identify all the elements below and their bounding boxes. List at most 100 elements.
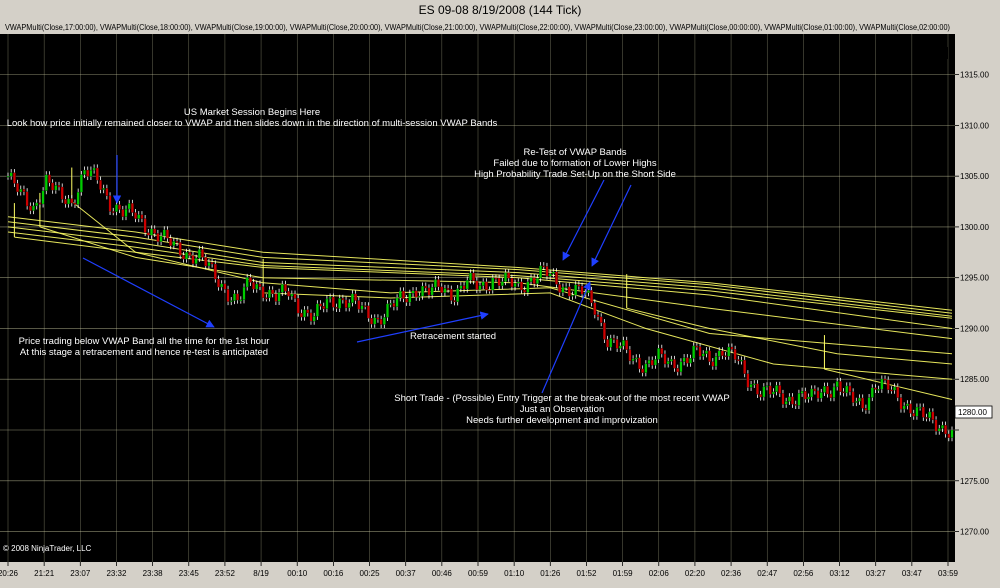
- price-bar: [32, 205, 35, 211]
- price-bar: [491, 277, 495, 291]
- price-bar: [389, 303, 393, 305]
- price-bar: [854, 401, 858, 403]
- price-bar: [379, 319, 383, 325]
- price-bar: [724, 355, 728, 358]
- price-bar: [376, 317, 380, 320]
- price-bar: [752, 383, 756, 386]
- price-bar: [169, 238, 173, 246]
- x-tick-label: 02:47: [757, 569, 778, 578]
- annotation-retest-line: Re-Test of VWAP Bands: [524, 147, 627, 158]
- grid: [0, 34, 955, 562]
- price-bar: [580, 285, 584, 295]
- price-bar: [366, 305, 370, 319]
- annotation-session-line: US Market Session Begins Here: [184, 107, 320, 118]
- price-bar: [896, 386, 900, 398]
- price-bar: [880, 378, 884, 390]
- y-tick-label: 1275.00: [960, 477, 989, 486]
- price-bar: [714, 356, 718, 367]
- price-bar: [567, 286, 571, 297]
- price-bar: [743, 359, 747, 374]
- price-bar: [274, 293, 278, 302]
- price-bar: [893, 386, 897, 391]
- vwap-line-6: [71, 201, 953, 355]
- price-bar: [504, 272, 507, 282]
- price-bar: [561, 286, 565, 293]
- price-bar: [886, 379, 890, 390]
- time-axis: 20:26 21:21 23:07 23:32 23:38 23:45 23:52 8/19 0…: [0, 562, 959, 578]
- price-bar: [845, 385, 849, 394]
- price-bar: [79, 174, 83, 193]
- price-bar: [258, 283, 262, 287]
- x-tick-label: 03:27: [866, 569, 887, 578]
- y-tick-label: 1285.00: [960, 375, 989, 384]
- price-bar: [717, 350, 721, 357]
- price-bar: [188, 252, 192, 256]
- price-bar: [889, 389, 893, 392]
- price-bar: [708, 350, 712, 362]
- price-bar: [181, 255, 185, 260]
- price-bar: [657, 348, 661, 360]
- price-bar: [532, 277, 536, 284]
- vwap-line-2: [7, 226, 953, 317]
- price-bar: [175, 241, 179, 243]
- price-bar: [16, 183, 20, 193]
- price-bar: [784, 401, 788, 405]
- price-bar: [354, 293, 358, 301]
- x-tick-label: 20:26: [0, 569, 19, 578]
- price-bar: [159, 235, 163, 242]
- price-bar: [449, 288, 453, 301]
- price-bar: [835, 381, 839, 388]
- price-bar: [191, 255, 195, 264]
- price-bar: [937, 428, 941, 432]
- price-bar: [912, 413, 916, 417]
- vwap-line-8: [626, 307, 953, 365]
- price-bar: [130, 203, 134, 213]
- price-bar: [628, 349, 632, 362]
- vwap-line-5: [39, 226, 953, 340]
- price-bar: [545, 266, 549, 277]
- price-bar: [765, 385, 769, 388]
- price-bar: [925, 417, 928, 419]
- price-bar: [599, 316, 603, 323]
- x-tick-label: 23:38: [143, 569, 164, 578]
- price-bar: [347, 302, 351, 309]
- price-bar: [299, 312, 303, 318]
- price-bar: [38, 202, 42, 205]
- y-tick-label: 1300.00: [960, 223, 989, 232]
- price-bar: [328, 296, 332, 300]
- price-bar: [197, 249, 201, 259]
- price-bar: [826, 385, 830, 395]
- price-bar: [810, 388, 814, 398]
- price-bar: [35, 202, 39, 207]
- annotation-retracement-line: Retracement started: [410, 331, 496, 342]
- price-bar: [338, 298, 342, 309]
- price-bar: [918, 406, 922, 409]
- price-bar: [593, 302, 597, 315]
- y-tick-label: 1290.00: [960, 324, 989, 333]
- price-bar: [807, 396, 810, 400]
- price-bar: [787, 396, 791, 402]
- indicator-labels: VWAPMulti(Close,17:00:00), VWAPMulti(Clo…: [5, 22, 950, 32]
- price-bar: [736, 359, 740, 362]
- price-bar: [494, 277, 498, 280]
- price-bar: [226, 289, 230, 302]
- price-bar: [12, 172, 16, 184]
- indicator-label-strip: [0, 20, 955, 34]
- arrow-entry: [541, 281, 591, 394]
- play-to-end-icon[interactable]: [938, 47, 948, 59]
- price-bar: [650, 359, 654, 366]
- price-bar: [822, 385, 826, 393]
- price-bar: [344, 299, 348, 309]
- price-bar: [210, 262, 214, 265]
- x-tick-label: 23:45: [179, 569, 200, 578]
- x-tick-label: 02:36: [721, 569, 742, 578]
- price-bar: [54, 185, 58, 191]
- y-tick-label: 1310.00: [960, 121, 989, 130]
- price-bar: [574, 284, 578, 296]
- price-bar: [268, 289, 271, 299]
- price-bar: [118, 204, 122, 210]
- price-bar: [398, 290, 402, 298]
- price-bar: [555, 271, 558, 285]
